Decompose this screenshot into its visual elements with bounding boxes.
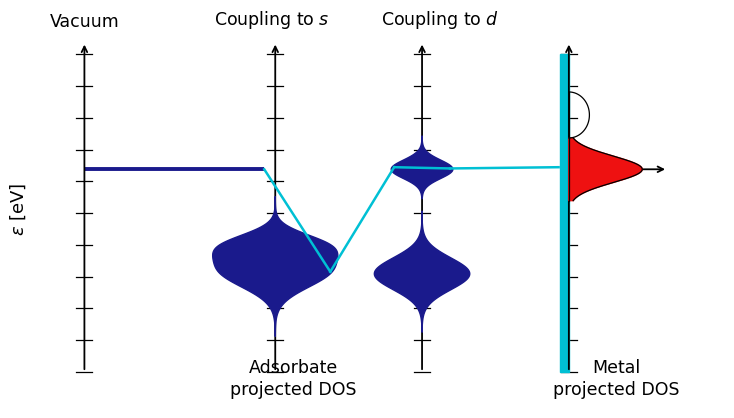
Polygon shape — [569, 138, 642, 201]
Polygon shape — [391, 136, 453, 199]
Text: $\varepsilon$ [eV]: $\varepsilon$ [eV] — [9, 182, 28, 236]
Text: Coupling to $d$: Coupling to $d$ — [382, 9, 499, 31]
Text: Coupling to $s$: Coupling to $s$ — [214, 9, 330, 31]
Polygon shape — [560, 54, 569, 372]
Polygon shape — [213, 196, 338, 336]
Polygon shape — [374, 211, 470, 332]
Text: Metal
projected DOS: Metal projected DOS — [553, 359, 680, 399]
Text: Adsorbate
projected DOS: Adsorbate projected DOS — [230, 359, 357, 399]
Text: Vacuum: Vacuum — [49, 13, 120, 31]
